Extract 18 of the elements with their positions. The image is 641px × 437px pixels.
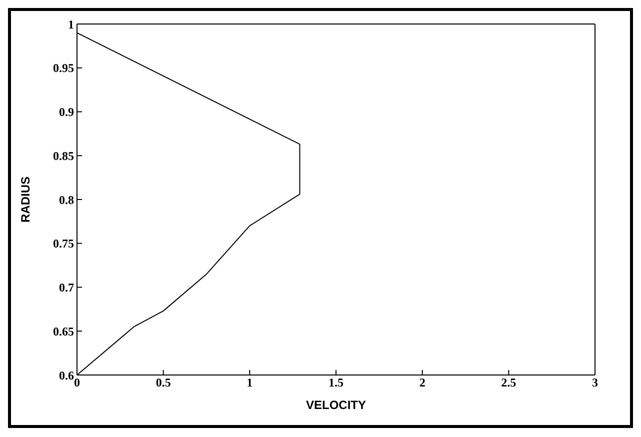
y-tick-label: 0.65 [53, 324, 74, 338]
y-tick-label: 0.6 [59, 368, 74, 382]
y-tick-label: 0.7 [59, 280, 74, 295]
y-tick-label: 0.9 [59, 105, 74, 120]
x-tick-label: 2 [419, 376, 426, 390]
y-tick-label: 0.85 [53, 148, 74, 163]
x-tick-label: 2.5 [501, 376, 516, 390]
x-axis-title: VELOCITY [306, 398, 366, 412]
y-tick-label: 0.75 [53, 236, 74, 251]
x-tick-label: 1 [246, 376, 253, 390]
x-tick-label: 0 [74, 376, 80, 390]
y-axis-title: RADIUS [18, 176, 32, 223]
x-tick-label: 3 [592, 376, 598, 390]
y-tick-label: 0.95 [53, 61, 74, 76]
x-tick-label: 0.5 [156, 376, 171, 390]
y-tick-label: 0.8 [59, 192, 74, 207]
x-tick-label: 1.5 [328, 376, 344, 390]
y-tick-label: 1 [68, 17, 74, 32]
